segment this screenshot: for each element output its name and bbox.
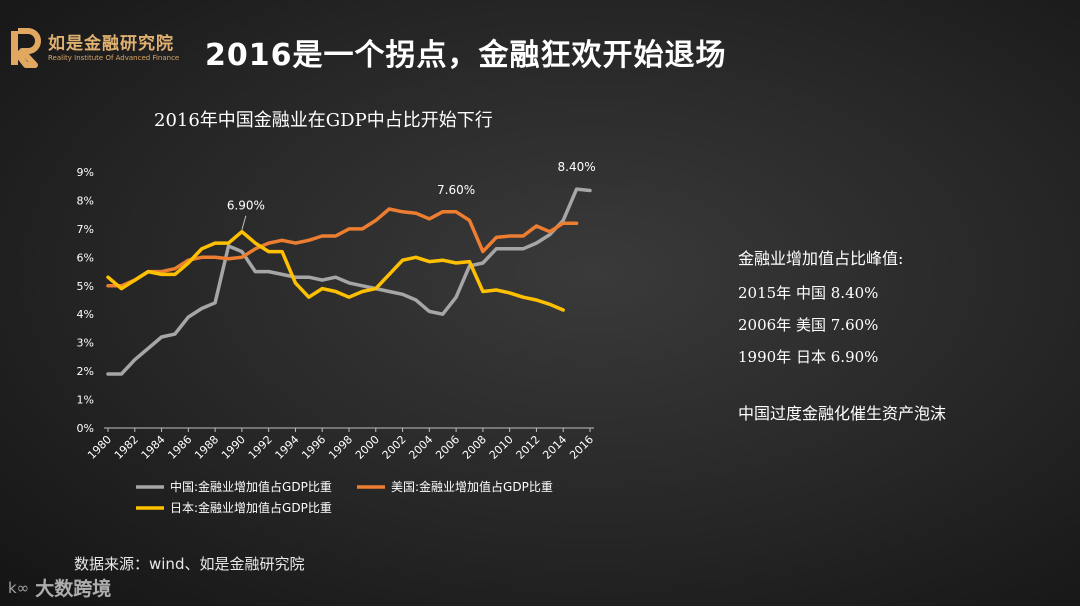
peak-value: 7.60% <box>830 316 879 334</box>
peak-country: 中国 <box>795 284 826 302</box>
logo-r-icon <box>11 28 41 68</box>
chart-title: 2016年中国金融业在GDP中占比开始下行 <box>154 110 493 131</box>
annotation-label: 6.90% <box>227 199 265 213</box>
peak-heading: 金融业增加值占比峰值: <box>738 249 904 268</box>
x-tick-label: 2016 <box>567 433 596 462</box>
peak-row-china: 2015年 中国 8.40% <box>738 282 878 303</box>
x-tick-label: 1994 <box>273 433 302 462</box>
x-tick-label: 1982 <box>112 433 141 462</box>
bigdata-logo-icon: k∞ <box>8 578 30 597</box>
annotation-label: 7.60% <box>437 183 475 197</box>
peak-year: 2006年 <box>738 316 792 334</box>
y-tick-label: 4% <box>77 308 94 321</box>
watermark: k∞ 大数跨境 <box>8 574 111 601</box>
peak-value: 6.90% <box>830 348 879 366</box>
legend-label: 日本:金融业增加值占GDP比重 <box>170 500 332 515</box>
series-line-1 <box>106 207 579 288</box>
x-tick-label: 1998 <box>326 433 355 462</box>
y-tick-label: 5% <box>77 280 94 293</box>
x-tick-label: 1992 <box>246 433 275 462</box>
peak-row-usa: 2006年 美国 7.60% <box>738 314 878 335</box>
x-tick-label: 1996 <box>299 433 328 462</box>
y-tick-label: 3% <box>77 337 94 350</box>
y-tick-label: 6% <box>77 251 94 264</box>
peak-country: 美国 <box>795 316 826 334</box>
peak-row-japan: 1990年 日本 6.90% <box>738 346 878 367</box>
legend-label: 美国:金融业增加值占GDP比重 <box>391 479 553 494</box>
y-tick-label: 7% <box>77 223 94 236</box>
peak-year: 1990年 <box>738 348 792 366</box>
x-tick-label: 2000 <box>353 433 382 462</box>
line-chart: 0% 1% 2% 3% 4% 5% 6% 7% 8% 9% 19801982198419861988… <box>77 160 596 515</box>
page-title: 2016是一个拐点，金融狂欢开始退场 <box>205 38 727 73</box>
x-tick-label: 2008 <box>460 433 489 462</box>
y-tick-label: 1% <box>77 394 94 407</box>
logo-name-en: Reality Institute Of Advanced Finance <box>48 53 180 62</box>
annotation-label: 8.40% <box>558 160 596 174</box>
peak-year: 2015年 <box>738 284 792 302</box>
x-tick-label: 2010 <box>487 433 516 462</box>
watermark-text: 大数跨境 <box>35 578 112 600</box>
x-tick-label: 2012 <box>514 433 543 462</box>
annotation-leader <box>241 215 247 230</box>
x-tick-label: 2014 <box>540 433 569 462</box>
logo-name-cn: 如是金融研究院 <box>48 33 174 54</box>
peak-country: 日本 <box>795 348 826 366</box>
logo: 如是金融研究院 Reality Institute Of Advanced Fi… <box>8 28 179 68</box>
x-tick-label: 2002 <box>380 433 409 462</box>
y-tick-label: 8% <box>77 194 94 207</box>
conclusion-note: 中国过度金融化催生资产泡沫 <box>738 404 947 423</box>
y-tick-label: 9% <box>77 166 94 179</box>
x-tick-label: 2006 <box>433 433 462 462</box>
x-tick-label: 1988 <box>192 433 221 462</box>
y-tick-label: 2% <box>77 365 94 378</box>
x-tick-label: 1980 <box>85 433 114 462</box>
x-tick-label: 1986 <box>165 433 194 462</box>
y-tick-label: 0% <box>77 422 94 435</box>
legend-label: 中国:金融业增加值占GDP比重 <box>170 479 332 494</box>
series-line-0 <box>106 187 592 376</box>
series-line-2 <box>106 229 565 312</box>
x-tick-label: 2004 <box>406 433 435 462</box>
data-source: 数据来源：wind、如是金融研究院 <box>74 555 305 573</box>
peak-value: 8.40% <box>830 284 879 302</box>
x-tick-label: 1990 <box>219 433 248 462</box>
x-tick-label: 1984 <box>139 433 168 462</box>
